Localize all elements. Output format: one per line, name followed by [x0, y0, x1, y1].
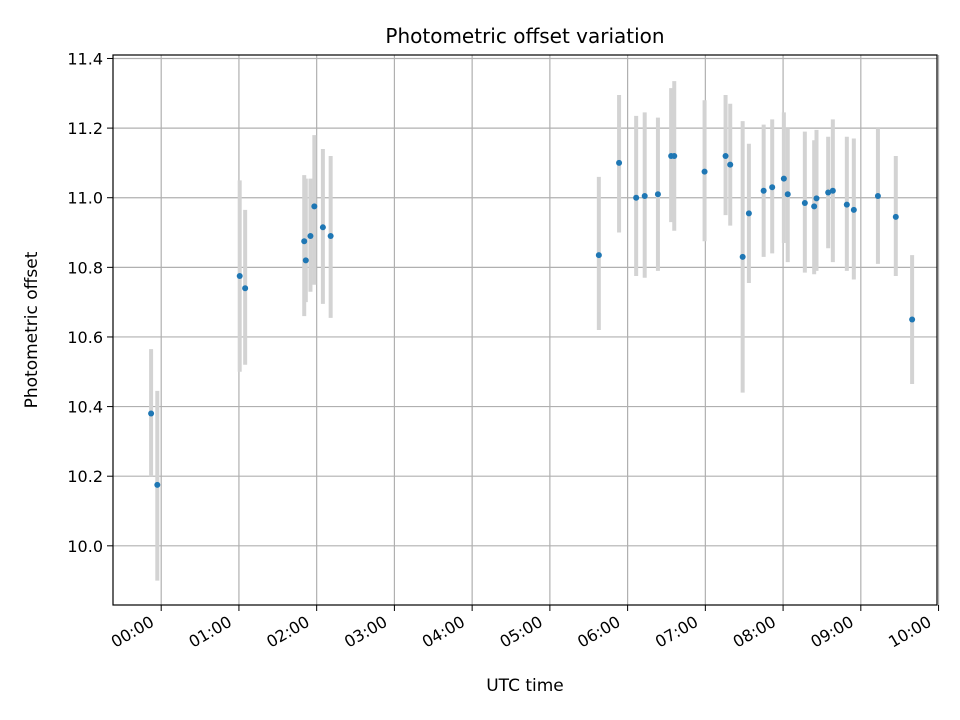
data-point — [671, 152, 678, 159]
plot-frame — [112, 54, 938, 606]
data-point — [633, 194, 640, 201]
data-point — [327, 233, 334, 240]
data-point — [727, 161, 734, 168]
y-axis-label: Photometric offset — [22, 251, 42, 408]
y-tick-label: 10.0 — [67, 537, 103, 556]
data-point — [909, 316, 916, 323]
data-point — [302, 257, 309, 264]
data-point — [148, 410, 155, 417]
data-point — [892, 213, 899, 220]
data-point — [242, 285, 249, 292]
data-point — [825, 189, 832, 196]
y-tick-label: 11.4 — [67, 49, 103, 68]
data-point — [722, 152, 729, 159]
data-point — [154, 481, 161, 488]
point-layer — [148, 152, 916, 488]
data-point — [843, 201, 850, 208]
data-point — [874, 192, 881, 199]
y-tick-label: 10.8 — [67, 258, 103, 277]
data-point — [301, 238, 308, 245]
y-tick-label: 11.2 — [67, 119, 103, 138]
grid-layer — [113, 55, 940, 605]
data-point — [654, 191, 661, 198]
data-point — [595, 252, 602, 259]
data-point — [769, 184, 776, 191]
data-point — [319, 224, 326, 231]
data-point — [739, 253, 746, 260]
chart-title: Photometric offset variation — [385, 24, 664, 48]
data-point — [780, 175, 787, 182]
data-point — [307, 233, 314, 240]
data-point — [760, 187, 767, 194]
data-point — [784, 191, 791, 198]
data-point — [850, 206, 857, 213]
data-point — [616, 159, 623, 166]
y-tick-label: 10.2 — [67, 467, 103, 486]
data-point — [801, 199, 808, 206]
data-point — [701, 168, 708, 175]
data-point — [829, 187, 836, 194]
data-point — [311, 203, 318, 210]
x-axis-label: UTC time — [486, 676, 564, 696]
data-point — [641, 192, 648, 199]
data-point — [236, 273, 243, 280]
data-point — [813, 195, 820, 202]
data-point — [745, 210, 752, 217]
data-point — [811, 203, 818, 210]
y-tick-label: 10.6 — [67, 328, 103, 347]
y-tick-label: 10.4 — [67, 398, 103, 417]
y-tick-label: 11.0 — [67, 189, 103, 208]
